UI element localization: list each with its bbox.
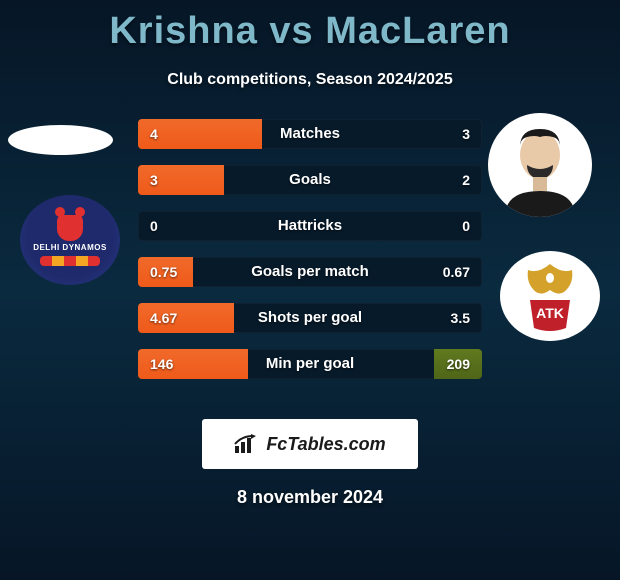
player-right-crest: ATK xyxy=(500,251,600,341)
source-badge: FcTables.com xyxy=(202,419,418,469)
stat-label: Matches xyxy=(138,119,482,149)
stats-bars: 4Matches33Goals20Hattricks00.75Goals per… xyxy=(138,119,482,395)
stat-row: 3Goals2 xyxy=(138,165,482,195)
stat-row: 4Matches3 xyxy=(138,119,482,149)
stat-right-value: 3 xyxy=(462,119,470,149)
player-left-avatar xyxy=(8,125,113,155)
stat-label: Hattricks xyxy=(138,211,482,241)
page-title: Krishna vs MacLaren xyxy=(0,0,620,53)
comparison-panel: DELHI DYNAMOS ATK 4Matches33Goals20Hattr… xyxy=(0,119,620,399)
stat-row: 0Hattricks0 xyxy=(138,211,482,241)
source-badge-text: FcTables.com xyxy=(266,434,385,455)
avatar-right-silhouette xyxy=(495,117,585,217)
stat-label: Min per goal xyxy=(138,349,482,379)
stat-label: Goals xyxy=(138,165,482,195)
stat-row: 0.75Goals per match0.67 xyxy=(138,257,482,287)
page-subtitle: Club competitions, Season 2024/2025 xyxy=(0,71,620,89)
stat-row: 4.67Shots per goal3.5 xyxy=(138,303,482,333)
stat-label: Goals per match xyxy=(138,257,482,287)
crest-right-icon: ATK xyxy=(510,260,590,332)
stat-right-value: 2 xyxy=(462,165,470,195)
footer-date: 8 november 2024 xyxy=(0,487,620,508)
svg-text:ATK: ATK xyxy=(536,305,564,321)
crest-left-stripe xyxy=(40,256,100,266)
crest-left-text: DELHI DYNAMOS xyxy=(33,243,107,252)
stat-row: 146Min per goal209 xyxy=(138,349,482,379)
stat-right-value: 3.5 xyxy=(451,303,470,333)
player-left-crest: DELHI DYNAMOS xyxy=(20,195,120,285)
stat-right-value: 0.67 xyxy=(443,257,470,287)
stat-right-value: 0 xyxy=(462,211,470,241)
player-right-avatar xyxy=(488,113,592,217)
stat-label: Shots per goal xyxy=(138,303,482,333)
stat-right-value: 209 xyxy=(447,349,470,379)
fctables-icon xyxy=(234,434,260,454)
crest-left-icon xyxy=(57,215,83,241)
